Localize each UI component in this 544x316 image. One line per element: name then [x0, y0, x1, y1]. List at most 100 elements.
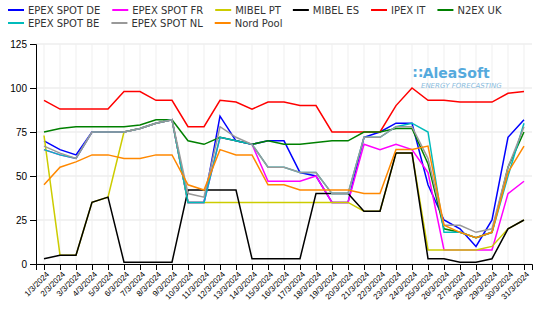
grid-line-x [220, 44, 221, 264]
grid-line-x [316, 44, 317, 264]
legend-item: MIBEL ES [293, 5, 359, 16]
tick-mark [380, 264, 381, 270]
tick-mark [396, 264, 397, 270]
plot-area: 0 25 50 75 100 125 1/3/20242/3/20243/3/20244/3… [10, 39, 532, 302]
tick-label: 31/3/2024 [500, 270, 532, 302]
series-line [44, 153, 524, 262]
grid-line-x [268, 44, 269, 264]
legend-item: EPEX SPOT FR [112, 5, 203, 16]
legend-label: EPEX SPOT DE [28, 5, 100, 16]
tick: 100 [10, 83, 36, 94]
legend-item: N2EX UK [437, 5, 502, 16]
grid-line-x [524, 44, 525, 264]
axis-line [30, 45, 37, 265]
grid-line-x [108, 44, 109, 264]
tick-label: 100 [10, 83, 27, 94]
legend-swatch [293, 9, 309, 11]
grid-line-x [92, 44, 93, 264]
tick-mark [236, 264, 237, 270]
legend-item: MIBEL PT [215, 5, 282, 16]
tick-mark [284, 264, 285, 270]
legend-label: IPEX IT [391, 5, 426, 16]
tick-mark [220, 264, 221, 270]
annotation: ENERGY FORECASTING [421, 82, 502, 90]
legend: EPEX SPOT DE EPEX SPOT FR MIBEL PT MIBEL ES… [8, 5, 502, 29]
tick-mark [140, 264, 141, 270]
axis-line [37, 265, 533, 271]
grid-line-x [188, 44, 189, 264]
legend-swatch [112, 9, 128, 11]
legend-label: N2EX UK [457, 5, 502, 16]
grid-line-x [204, 44, 205, 264]
tick: 31/3/2024 [500, 264, 532, 301]
tick-mark [108, 264, 109, 270]
tick-mark [92, 264, 93, 270]
tick-mark [524, 264, 525, 270]
legend-item: EPEX SPOT BE [8, 18, 99, 29]
legend-item: Nord Pool [215, 18, 283, 29]
legend-label: EPEX SPOT FR [132, 5, 203, 16]
tick-label: 125 [10, 39, 27, 50]
legend-label: Nord Pool [235, 18, 283, 29]
tick: 75 [16, 127, 36, 138]
series-line [44, 88, 524, 132]
series-line [44, 120, 524, 233]
tick-mark [30, 44, 36, 45]
legend-swatch [215, 9, 231, 11]
tick-label: 0 [21, 259, 27, 270]
y-axis: 0 25 50 75 100 125 [10, 39, 36, 270]
grid-line-x [380, 44, 381, 264]
tick-mark [364, 264, 365, 270]
tick: 50 [16, 171, 36, 182]
tick-mark [188, 264, 189, 270]
grid-line-x [300, 44, 301, 264]
tick: 25 [16, 215, 36, 226]
tick-mark [76, 264, 77, 270]
tick-mark [30, 220, 36, 221]
annotations: ∷AleaSoftENERGY FORECASTING [413, 65, 502, 90]
tick: 125 [10, 39, 36, 50]
legend-item: IPEX IT [371, 5, 426, 16]
legend-label: MIBEL ES [313, 5, 359, 16]
grid-line-x [140, 44, 141, 264]
legend-label: EPEX SPOT BE [28, 18, 99, 29]
tick-mark [300, 264, 301, 270]
tick-mark [204, 264, 205, 270]
legend-swatch [111, 22, 127, 24]
grid-line-x [364, 44, 365, 264]
legend-item: EPEX SPOT DE [8, 5, 100, 16]
tick-label: 50 [16, 171, 28, 182]
tick-mark [30, 132, 36, 133]
tick-mark [60, 264, 61, 270]
tick-mark [412, 264, 413, 270]
grid-line-x [44, 44, 45, 264]
tick-mark [444, 264, 445, 270]
series-line [44, 120, 524, 238]
lines [44, 88, 524, 262]
chart: EPEX SPOT DE EPEX SPOT FR MIBEL PT MIBEL ES… [0, 0, 544, 316]
tick-mark [172, 264, 173, 270]
tick-mark [156, 264, 157, 270]
tick-mark [476, 264, 477, 270]
tick-mark [252, 264, 253, 270]
tick-mark [348, 264, 349, 270]
series-line [44, 120, 524, 256]
series-line [44, 146, 524, 238]
tick-mark [44, 264, 45, 270]
legend-swatch [8, 22, 24, 24]
legend-item: EPEX SPOT NL [111, 18, 203, 29]
legend-swatch [437, 9, 453, 11]
tick-mark [124, 264, 125, 270]
annotation: ∷AleaSoft [413, 65, 490, 81]
tick-mark [30, 88, 36, 89]
legend-swatch [215, 22, 231, 24]
x-axis: 1/3/20242/3/20243/3/20244/3/20245/3/2024… [23, 264, 533, 301]
tick-mark [508, 264, 509, 270]
grid [36, 44, 532, 264]
grid-line-x [252, 44, 253, 264]
tick-label: 25 [16, 215, 28, 226]
tick-mark [30, 176, 36, 177]
legend-label: EPEX SPOT NL [131, 18, 203, 29]
grid-line-x [332, 44, 333, 264]
grid-line-x [172, 44, 173, 264]
